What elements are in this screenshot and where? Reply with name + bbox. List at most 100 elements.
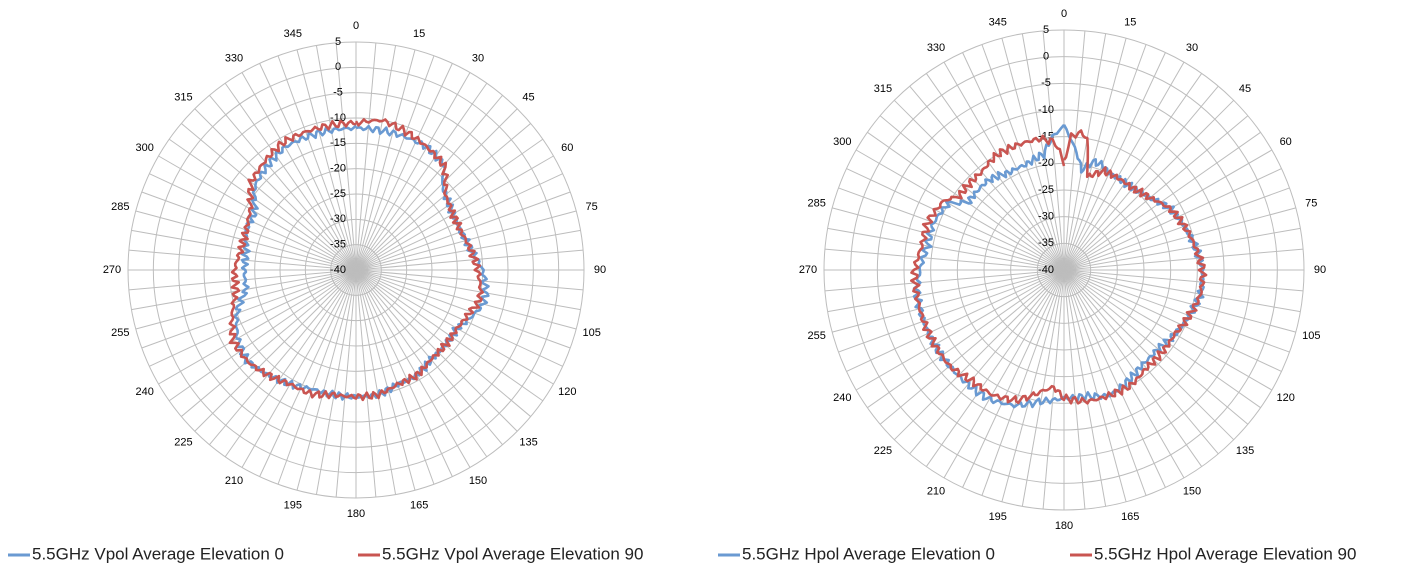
grid-spoke bbox=[355, 249, 584, 271]
angle-tick-label: 255 bbox=[808, 330, 826, 342]
grid-spoke bbox=[1063, 227, 1301, 271]
radial-tick-label: 5 bbox=[1043, 24, 1049, 36]
grid-spoke bbox=[846, 269, 1065, 372]
grid-spoke bbox=[1063, 85, 1219, 271]
radial-tick-label: -10 bbox=[1038, 104, 1054, 116]
grid-spoke bbox=[149, 269, 357, 367]
polar-chart-vpol: 0 15 30 45 60 75 90 105 120 135 150 165 180 195 210 225… bbox=[8, 20, 643, 563]
grid-spoke bbox=[1021, 33, 1065, 271]
grid-spoke bbox=[355, 269, 577, 330]
grid-spoke bbox=[1001, 269, 1065, 502]
grid-spoke bbox=[335, 42, 357, 271]
angle-tick-label: 30 bbox=[1186, 42, 1198, 54]
angle-tick-label: 120 bbox=[1277, 392, 1295, 404]
grid-spoke bbox=[1063, 30, 1086, 271]
grid-spoke bbox=[355, 55, 435, 271]
grid-spoke bbox=[355, 72, 471, 271]
grid-spoke bbox=[1063, 269, 1290, 353]
radial-tick-label: -30 bbox=[330, 213, 346, 225]
grid-spoke bbox=[355, 269, 488, 458]
grid-spoke bbox=[925, 269, 1065, 467]
angle-tick-label: 30 bbox=[472, 53, 484, 65]
radial-tick-label: -5 bbox=[333, 87, 343, 99]
angle-tick-label: 345 bbox=[284, 28, 302, 40]
legend-label: 5.5GHz Hpol Average Elevation 90 bbox=[1094, 544, 1356, 563]
angle-tick-label: 150 bbox=[1183, 486, 1201, 498]
angle-tick-label: 0 bbox=[1061, 8, 1067, 20]
angle-tick-label: 105 bbox=[1302, 330, 1320, 342]
grid-spoke bbox=[962, 269, 1065, 488]
grid-spoke bbox=[355, 269, 435, 485]
series-line-elevation-90 bbox=[910, 129, 1208, 405]
grid-spoke bbox=[355, 45, 397, 271]
angle-tick-label: 300 bbox=[136, 142, 154, 154]
grid-spoke bbox=[838, 187, 1065, 271]
angle-tick-label: 75 bbox=[586, 201, 598, 213]
grid-spoke bbox=[355, 269, 397, 495]
angle-tick-label: 0 bbox=[353, 20, 359, 32]
series-line-elevation-90 bbox=[228, 118, 484, 402]
angle-tick-label: 345 bbox=[989, 17, 1007, 29]
grid-spoke bbox=[355, 123, 531, 271]
angle-tick-label: 300 bbox=[833, 136, 851, 148]
grid-spoke bbox=[135, 269, 357, 330]
angle-tick-label: 90 bbox=[1314, 264, 1326, 276]
angle-tick-label: 210 bbox=[225, 475, 243, 487]
grid-spoke bbox=[846, 168, 1065, 271]
angle-tick-label: 315 bbox=[874, 83, 892, 95]
grid-spoke bbox=[824, 248, 1065, 271]
angle-tick-label: 60 bbox=[561, 142, 573, 154]
grid-spoke bbox=[1063, 269, 1166, 488]
grid-spoke bbox=[158, 269, 357, 385]
radial-tick-label: -35 bbox=[330, 239, 346, 251]
grid-spoke bbox=[194, 269, 357, 432]
grid-spoke bbox=[1063, 269, 1107, 507]
grid-spoke bbox=[1063, 149, 1273, 271]
angle-tick-label: 240 bbox=[136, 386, 154, 398]
grid-spoke bbox=[1063, 73, 1203, 271]
grid-spoke bbox=[981, 44, 1065, 271]
grid-spoke bbox=[1063, 269, 1273, 391]
grid-spoke bbox=[827, 227, 1065, 271]
angle-tick-label: 240 bbox=[833, 392, 851, 404]
angle-tick-label: 15 bbox=[1124, 17, 1136, 29]
angle-tick-label: 120 bbox=[558, 386, 576, 398]
grid-spoke bbox=[1063, 44, 1147, 271]
grid-spoke bbox=[893, 269, 1065, 441]
angle-tick-label: 75 bbox=[1305, 198, 1317, 210]
legend-label: 5.5GHz Hpol Average Elevation 0 bbox=[742, 544, 995, 563]
grid-spoke bbox=[181, 269, 357, 417]
grid-spoke bbox=[1063, 269, 1261, 409]
grid-spoke bbox=[355, 82, 488, 271]
grid-spoke bbox=[224, 82, 357, 271]
grid-spoke bbox=[168, 269, 357, 402]
angle-tick-label: 45 bbox=[522, 91, 534, 103]
grid-spoke bbox=[943, 269, 1065, 479]
angle-tick-label: 165 bbox=[410, 500, 428, 512]
grid-spoke bbox=[181, 123, 357, 271]
radial-tick-label: -20 bbox=[330, 163, 346, 175]
grid-spoke bbox=[168, 138, 357, 271]
angle-tick-label: 105 bbox=[583, 327, 601, 339]
grid-spoke bbox=[131, 229, 357, 271]
grid-spoke bbox=[1021, 269, 1065, 507]
angle-tick-label: 15 bbox=[413, 28, 425, 40]
grid-spoke bbox=[1063, 269, 1203, 467]
grid-spoke bbox=[315, 269, 357, 495]
grid-spoke bbox=[909, 85, 1065, 271]
angle-tick-label: 270 bbox=[103, 264, 121, 276]
grid-spoke bbox=[1063, 269, 1301, 313]
radial-tick-label: 0 bbox=[1043, 51, 1049, 63]
angle-tick-label: 285 bbox=[111, 201, 129, 213]
grid-spoke bbox=[224, 269, 357, 458]
grid-spoke bbox=[1063, 131, 1261, 271]
radial-tick-label: -35 bbox=[1038, 237, 1054, 249]
angle-tick-label: 60 bbox=[1280, 136, 1292, 148]
polar-chart-hpol-svg: 0 15 30 45 60 75 90 105 120 135 150 165 180 195 210 225… bbox=[718, 8, 1356, 563]
grid-spoke bbox=[355, 269, 581, 311]
grid-spoke bbox=[855, 149, 1065, 271]
grid-spoke bbox=[296, 269, 357, 491]
angle-tick-label: 90 bbox=[594, 264, 606, 276]
grid-spoke bbox=[1063, 207, 1296, 271]
grid-spoke bbox=[259, 63, 357, 271]
